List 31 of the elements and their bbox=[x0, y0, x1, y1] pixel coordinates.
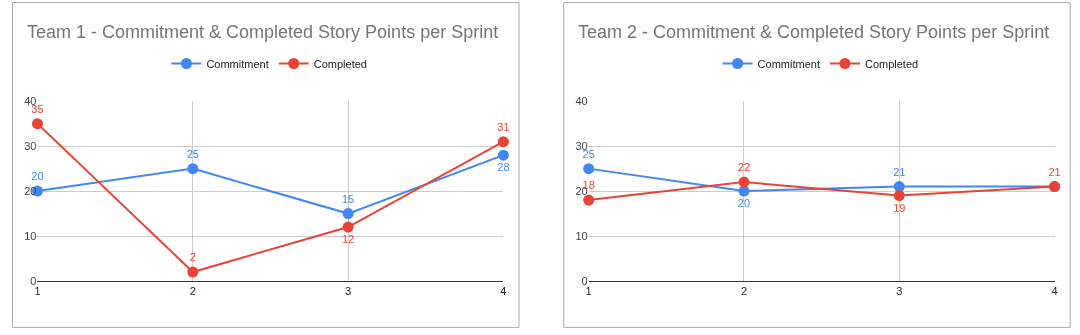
y-tick-label: 0 bbox=[581, 274, 588, 287]
legend-label: Completed bbox=[313, 57, 367, 70]
x-tick-label: 1 bbox=[34, 285, 41, 298]
x-tick-label: 3 bbox=[345, 285, 352, 298]
x-tick-label: 1 bbox=[585, 285, 592, 298]
data-label: 22 bbox=[737, 161, 751, 174]
y-tick-label: 10 bbox=[24, 229, 37, 242]
x-tick-label: 4 bbox=[500, 285, 507, 298]
y-tick-label: 0 bbox=[30, 274, 37, 287]
data-label: 31 bbox=[497, 121, 510, 134]
legend-label: Completed bbox=[864, 57, 919, 70]
x-tick-label: 3 bbox=[896, 285, 903, 298]
x-tick-label: 2 bbox=[740, 285, 748, 298]
data-label: 12 bbox=[341, 233, 355, 246]
legend-label: Commitment bbox=[757, 57, 820, 70]
data-label: 19 bbox=[893, 201, 906, 214]
data-label: 21 bbox=[1048, 165, 1061, 178]
y-tick-label: 30 bbox=[24, 140, 37, 152]
data-label: 20 bbox=[737, 197, 751, 210]
x-tick-label: 4 bbox=[1051, 285, 1058, 298]
chart-title: Team 1 - Commitment & Completed Story Points per Sprint bbox=[27, 22, 499, 42]
data-label: 2 bbox=[189, 251, 196, 264]
data-label: 15 bbox=[341, 192, 355, 205]
x-tick-label: 2 bbox=[189, 285, 196, 298]
data-label: 25 bbox=[186, 148, 199, 161]
data-label: 21 bbox=[893, 165, 906, 178]
chart-title: Team 2 - Commitment & Completed Story Points per Sprint bbox=[578, 22, 1050, 42]
y-tick-label: 40 bbox=[575, 95, 588, 108]
y-tick-label: 10 bbox=[575, 229, 588, 242]
legend-label: Commitment bbox=[206, 57, 269, 70]
data-label: 28 bbox=[497, 161, 510, 174]
